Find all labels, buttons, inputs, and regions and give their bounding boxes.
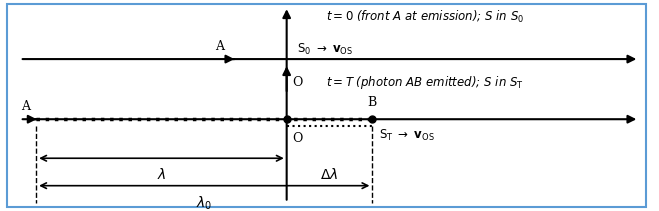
Text: S$_0$ $\rightarrow$ $\mathbf{v}_{\mathrm{OS}}$: S$_0$ $\rightarrow$ $\mathbf{v}_{\mathrm… [297, 42, 353, 57]
Text: B: B [368, 96, 377, 109]
Text: $t=T$ ($\it{photon}$ AB emitted); S in S$_\mathrm{T}$: $t=T$ ($\it{photon}$ AB emitted); S in S… [326, 74, 524, 91]
Text: $\lambda$: $\lambda$ [157, 167, 166, 182]
Text: A: A [20, 100, 30, 113]
Text: $\lambda_0$: $\lambda_0$ [196, 194, 212, 211]
Text: A: A [215, 40, 224, 53]
Text: O: O [292, 76, 302, 89]
Text: O: O [292, 132, 302, 145]
Text: S$_\mathrm{T}$ $\rightarrow$ $\mathbf{v}_{\mathrm{OS}}$: S$_\mathrm{T}$ $\rightarrow$ $\mathbf{v}… [379, 128, 435, 143]
Text: $\Delta\lambda$: $\Delta\lambda$ [320, 167, 339, 182]
Text: $t=0$ (front A at emission); S in S$_0$: $t=0$ (front A at emission); S in S$_0$ [326, 8, 525, 24]
